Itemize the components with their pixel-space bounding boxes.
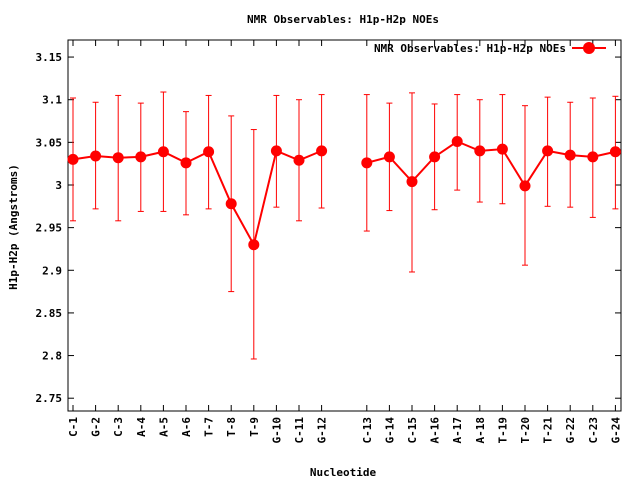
data-point <box>542 145 554 157</box>
data-point <box>406 176 418 188</box>
series-line <box>366 140 616 188</box>
x-tick-label: T-7 <box>203 417 216 437</box>
x-tick-label: T-21 <box>542 417 555 444</box>
y-tick-label: 2.9 <box>42 264 62 277</box>
data-point <box>270 145 282 157</box>
legend-label: NMR Observables: H1p-H2p NOEs <box>374 42 566 55</box>
data-point <box>248 239 260 251</box>
y-axis: 2.75 2.8 2.85 2.9 2.95 3 3.05 3.1 3.15 <box>36 51 621 405</box>
data-point <box>180 157 192 169</box>
data-point <box>564 149 576 161</box>
x-tick-label: C-11 <box>293 417 306 444</box>
legend: NMR Observables: H1p-H2p NOEs <box>374 42 606 55</box>
x-tick-label: T-8 <box>225 417 238 437</box>
y-tick-label: 2.8 <box>42 350 62 363</box>
x-axis-label: Nucleotide <box>310 466 377 479</box>
data-point <box>90 150 102 162</box>
data-point <box>429 151 441 163</box>
data-point <box>293 154 305 166</box>
data-point <box>496 143 508 155</box>
y-tick-label: 3.05 <box>36 136 63 149</box>
y-tick-label: 3.1 <box>42 94 62 107</box>
data-point <box>383 151 395 163</box>
x-tick-label: C-3 <box>112 417 125 437</box>
data-point <box>157 146 169 158</box>
data-point <box>203 146 215 158</box>
x-tick-label: G-10 <box>270 417 283 444</box>
data-point <box>451 135 463 147</box>
data-point <box>519 180 531 192</box>
y-tick-label: 3.15 <box>36 51 63 64</box>
x-tick-label: A-4 <box>135 417 148 437</box>
y-axis-label: H1p-H2p (Angstroms) <box>7 164 20 290</box>
x-tick-label: C-1 <box>67 417 80 437</box>
chart-title: NMR Observables: H1p-H2p NOEs <box>247 13 439 26</box>
data-point <box>474 145 486 157</box>
series-group <box>67 91 621 360</box>
x-tick-label: G-12 <box>316 417 329 444</box>
data-point <box>225 198 237 210</box>
x-tick-label: C-13 <box>361 417 374 444</box>
data-point <box>67 153 79 165</box>
x-tick-label: C-23 <box>587 417 600 444</box>
x-tick-label: G-24 <box>609 417 622 444</box>
data-point <box>135 151 147 163</box>
series-line <box>72 149 322 248</box>
x-tick-label: T-20 <box>519 417 532 444</box>
x-tick-label: C-15 <box>406 417 419 444</box>
x-tick-label: A-16 <box>429 417 442 444</box>
data-point <box>316 145 328 157</box>
x-tick-label: T-9 <box>248 417 261 437</box>
x-tick-label: G-14 <box>383 417 396 444</box>
x-tick-label: A-5 <box>157 417 170 437</box>
y-tick-label: 2.95 <box>36 222 63 235</box>
x-axis: C-1 G-2 C-3 A-4 A-5 A-6 T-7 T-8 T-9 G-10 C-11 G-12 C… <box>67 40 622 444</box>
plot-frame <box>67 39 622 412</box>
x-tick-label: A-6 <box>180 417 193 437</box>
data-point <box>587 151 599 163</box>
x-tick-label: T-19 <box>496 417 509 444</box>
y-tick-label: 2.75 <box>36 392 63 405</box>
data-point <box>361 157 373 169</box>
x-tick-label: G-2 <box>90 417 103 437</box>
x-tick-label: A-17 <box>451 417 464 444</box>
data-point <box>112 152 124 164</box>
legend-marker <box>583 42 595 54</box>
x-tick-label: G-22 <box>564 417 577 444</box>
y-tick-label: 3 <box>55 179 62 192</box>
x-tick-label: A-18 <box>474 417 487 444</box>
data-point <box>609 146 621 158</box>
y-tick-label: 2.85 <box>36 307 63 320</box>
